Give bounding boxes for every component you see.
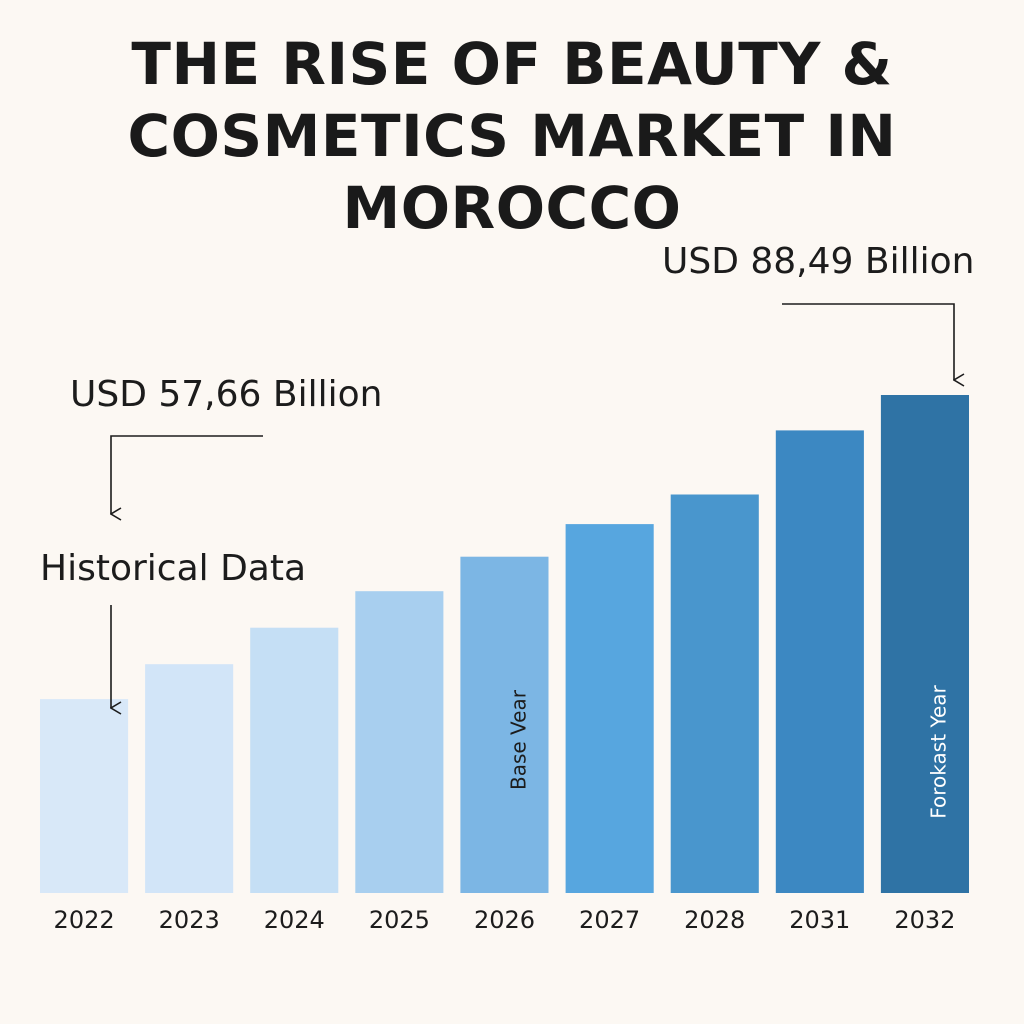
end-value-callout: USD 88,49 Billion [662,241,975,282]
end-value-arrow [782,303,954,380]
callout-arrows [111,303,954,708]
x-tick-label-2022: 2022 [54,906,115,934]
bar-2024 [250,627,339,893]
x-tick-label-2023: 2023 [159,906,220,934]
bar-2027 [565,524,654,893]
x-tick-label-2028: 2028 [684,906,745,934]
bar-2025 [355,591,444,893]
bar-2032 [880,395,969,893]
bar-label-2026: Base Vear [507,689,531,790]
x-tick-label-2026: 2026 [474,906,535,934]
chart-title: THE RISE OF BEAUTY & COSMETICS MARKET IN… [127,30,897,242]
bar-labels: Base Vear Forokast Year [507,684,951,818]
x-tick-label-2032: 2032 [894,906,955,934]
bars-group [40,395,969,893]
x-tick-label-2031: 2031 [789,906,850,934]
bar-2028 [670,494,759,893]
bar-2022 [40,699,129,893]
bar-2023 [145,664,234,893]
historical-data-label: Historical Data [40,548,307,589]
bar-2026 [460,556,549,893]
bar-2031 [775,430,864,893]
x-tick-label-2024: 2024 [264,906,325,934]
bar-label-2032: Forokast Year [927,684,951,818]
start-value-arrow [111,435,263,514]
x-tick-label-2025: 2025 [369,906,430,934]
start-value-callout: USD 57,66 Billion [70,374,383,415]
x-tick-label-2027: 2027 [579,906,640,934]
x-axis-tick-labels: 2022 2023 2024 2025 2026 2027 2028 2031 2032 [54,906,956,934]
